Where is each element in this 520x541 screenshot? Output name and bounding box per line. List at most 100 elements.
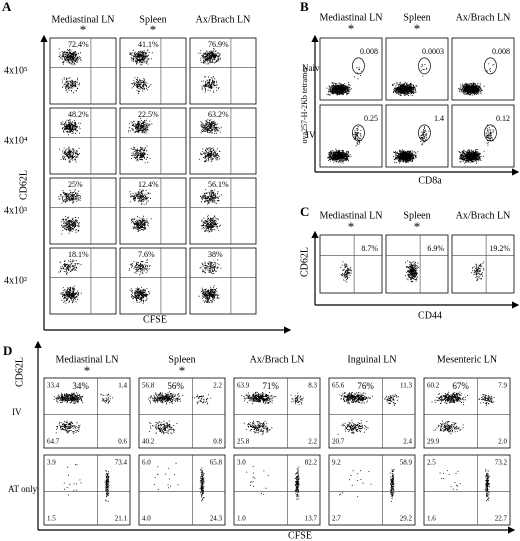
row-label: IV bbox=[306, 130, 316, 140]
significance-star: * bbox=[414, 219, 421, 234]
gate bbox=[418, 57, 431, 75]
plot-frame bbox=[233, 377, 321, 449]
dots bbox=[147, 391, 212, 435]
column-header: Spleen bbox=[168, 354, 195, 365]
dots bbox=[198, 119, 222, 163]
quadrant-percent: 7.6% bbox=[138, 250, 155, 259]
quadrant-value: 13.7 bbox=[305, 515, 318, 523]
quadrant-value: 0.6 bbox=[118, 438, 127, 446]
y-axis-label: CD62L bbox=[18, 170, 29, 200]
gate bbox=[352, 57, 365, 75]
plot-frame bbox=[119, 177, 187, 245]
quadrant-percent: 8.7% bbox=[361, 244, 378, 253]
quadrant-percent: 72.4% bbox=[68, 40, 89, 49]
dots bbox=[58, 48, 82, 94]
significance-star: * bbox=[179, 363, 186, 378]
quadrant-value: 25.8 bbox=[237, 438, 250, 446]
dots bbox=[58, 259, 82, 304]
quadrant-percent: 71% bbox=[262, 381, 279, 391]
row-label: IV bbox=[12, 407, 22, 417]
dots bbox=[327, 126, 362, 164]
column-header: Mediastinal LN bbox=[319, 210, 382, 221]
y-axis-label: CD62L bbox=[299, 247, 310, 277]
dots bbox=[59, 119, 82, 163]
gate bbox=[484, 57, 497, 75]
column-header: Inguinal LN bbox=[347, 354, 396, 365]
quadrant-percent: 41.1% bbox=[138, 40, 159, 49]
dots bbox=[337, 392, 399, 435]
quadrant-value: 40.2 bbox=[142, 438, 155, 446]
plot-frame bbox=[328, 454, 416, 526]
gate-frequency: 0.12 bbox=[496, 114, 510, 123]
significance-star: * bbox=[84, 363, 91, 378]
plot-frame bbox=[319, 234, 383, 294]
quadrant-percent: 12.4% bbox=[138, 180, 159, 189]
gate-frequency: 0.25 bbox=[364, 114, 378, 123]
dots bbox=[200, 189, 222, 233]
dots bbox=[198, 48, 222, 93]
gate-frequency: 0.008 bbox=[360, 47, 378, 56]
plot-frame bbox=[49, 247, 117, 315]
plot-frame bbox=[451, 104, 515, 168]
dots bbox=[326, 67, 362, 96]
column-header: Spleen bbox=[403, 12, 430, 23]
panel-label: A bbox=[2, 0, 12, 14]
quadrant-percent: 38% bbox=[208, 250, 223, 259]
column-header: Ax/Brach LN bbox=[196, 14, 251, 25]
quadrant-value: 22.7 bbox=[495, 515, 508, 523]
significance-star: * bbox=[348, 219, 355, 234]
quadrant-value: 29.9 bbox=[427, 438, 440, 446]
significance-star: * bbox=[80, 22, 87, 37]
quadrant-percent: 25% bbox=[68, 180, 83, 189]
significance-star: * bbox=[150, 22, 157, 37]
dots bbox=[405, 260, 419, 283]
quadrant-value: 60.2 bbox=[427, 382, 440, 390]
quadrant-value: 2.2 bbox=[213, 382, 222, 390]
quadrant-value: 9.2 bbox=[332, 459, 341, 467]
plot-frame bbox=[423, 454, 511, 526]
quadrant-value: 11.3 bbox=[400, 382, 412, 390]
quadrant-percent: 63.2% bbox=[208, 110, 229, 119]
dots bbox=[391, 64, 428, 97]
x-axis-label: CFSE bbox=[143, 314, 167, 325]
column-header: Spleen bbox=[139, 14, 166, 25]
quadrant-percent: 76.9% bbox=[208, 40, 229, 49]
quadrant-value: 21.1 bbox=[115, 515, 128, 523]
plot-frame bbox=[43, 377, 131, 449]
plot-frame bbox=[189, 107, 257, 175]
quadrant-value: 1.5 bbox=[47, 515, 56, 523]
row-label: 4x10⁵ bbox=[4, 65, 28, 76]
quadrant-percent: 19.2% bbox=[489, 244, 510, 253]
quadrant-value: 56.8 bbox=[142, 382, 155, 390]
column-header: Ax/Brach LN bbox=[250, 354, 305, 365]
column-header: Mediastinal LN bbox=[319, 12, 382, 23]
gate-frequency: 0.008 bbox=[492, 47, 510, 56]
plot-frame bbox=[119, 107, 187, 175]
plot-frame bbox=[423, 377, 511, 449]
quadrant-value: 65.8 bbox=[210, 459, 223, 467]
quadrant-value: 4.0 bbox=[142, 515, 151, 523]
row-label: 4x10⁴ bbox=[4, 135, 28, 146]
x-axis-label: CFSE bbox=[288, 530, 312, 541]
plot-frame bbox=[49, 177, 117, 245]
dots bbox=[129, 49, 153, 94]
quadrant-value: 73.2 bbox=[495, 459, 508, 467]
quadrant-value: 29.2 bbox=[400, 515, 413, 523]
x-axis-label: CD44 bbox=[418, 310, 442, 321]
quadrant-value: 65.6 bbox=[332, 382, 345, 390]
plot-frame bbox=[119, 37, 187, 105]
quadrant-value: 73.4 bbox=[115, 459, 128, 467]
quadrant-value: 6.0 bbox=[142, 459, 151, 467]
panel-label: C bbox=[300, 204, 309, 219]
dots bbox=[128, 259, 151, 304]
plot-frame bbox=[43, 454, 131, 526]
plot-frame bbox=[189, 177, 257, 245]
quadrant-value: 0.8 bbox=[213, 438, 222, 446]
plot-frame bbox=[385, 234, 449, 294]
quadrant-value: 58.9 bbox=[400, 459, 413, 467]
dots bbox=[129, 189, 152, 232]
quadrant-value: 24.3 bbox=[210, 515, 223, 523]
quadrant-value: 1.0 bbox=[237, 515, 246, 523]
dots bbox=[241, 391, 305, 435]
